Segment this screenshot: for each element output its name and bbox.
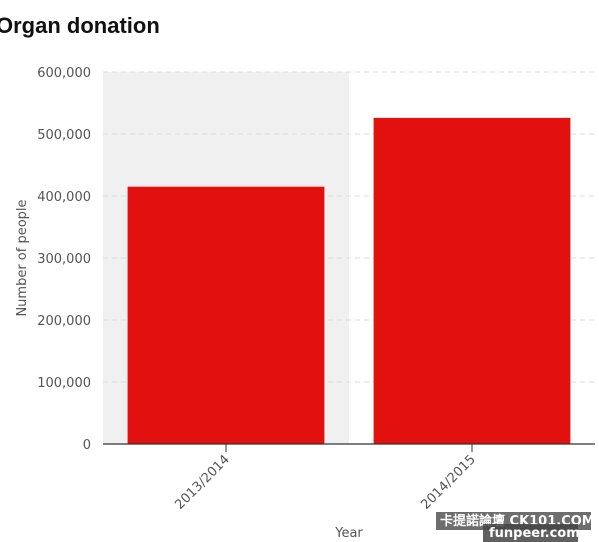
x-tick-label: 2013/2014 — [172, 452, 233, 513]
y-tick-label: 300,000 — [37, 252, 91, 267]
x-axis-label: Year — [334, 526, 363, 541]
watermark: funpeer.com — [489, 526, 580, 541]
plot: 0 100,000 200,000 300,000 400,000 500,000 600,… — [37, 66, 595, 513]
y-tick-label: 200,000 — [37, 314, 91, 329]
y-tick-label: 100,000 — [37, 376, 91, 391]
y-tick-label: 0 — [83, 438, 91, 453]
chart-title: Organ donation — [0, 13, 160, 38]
bar — [127, 186, 325, 444]
y-tick-label: 500,000 — [37, 128, 91, 143]
watermark-bg — [483, 524, 578, 542]
y-tick-label: 400,000 — [37, 190, 91, 205]
y-tick-label: 600,000 — [37, 66, 91, 81]
y-axis-label: Number of people — [15, 199, 30, 316]
bar — [373, 117, 571, 444]
x-tick-label: 2014/2015 — [418, 452, 479, 513]
